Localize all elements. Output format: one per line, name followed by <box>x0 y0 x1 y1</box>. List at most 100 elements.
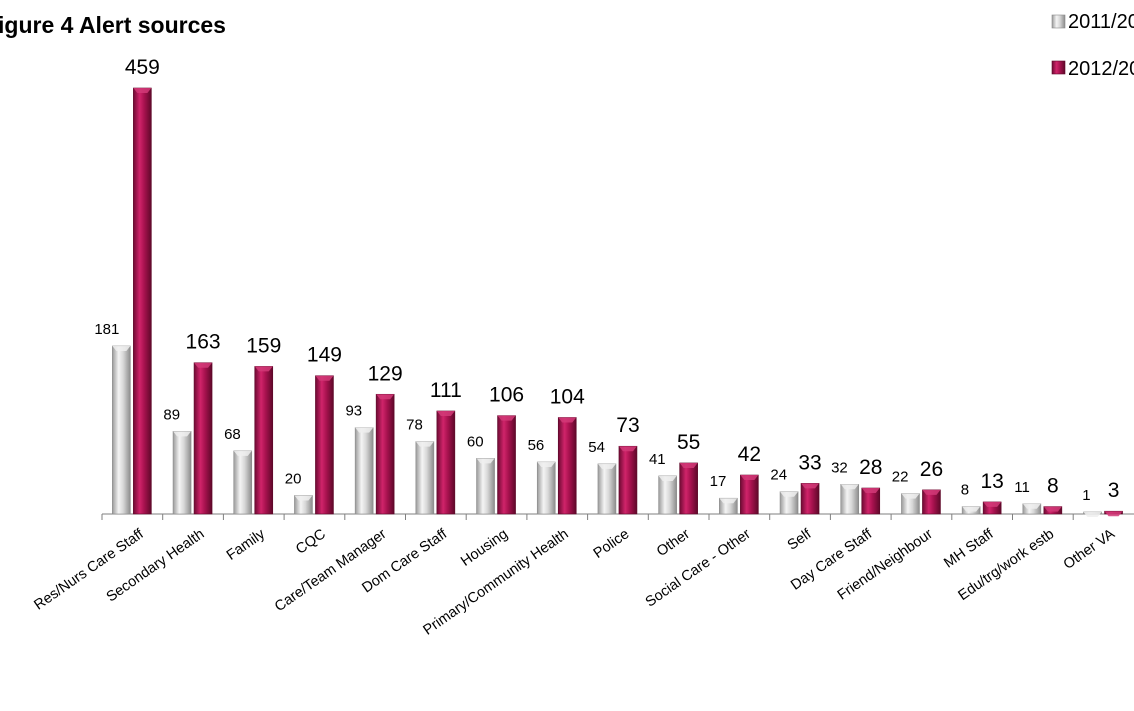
value-label-2012-2013-police: 73 <box>616 414 639 437</box>
value-label-2012-2013-edu-trg-work-estb: 8 <box>1047 475 1059 498</box>
value-label-2012-2013-housing: 106 <box>489 384 524 407</box>
value-label-2011-2012-other-va: 1 <box>1082 487 1090 504</box>
value-label-2011-2012-primary-community-health: 56 <box>528 437 545 454</box>
bar-2011-2012-other <box>658 475 677 515</box>
bar-cap-2012-2013-other <box>679 462 698 468</box>
legend: 2011/2012 2012/2013 <box>1051 11 1134 80</box>
category-label-self: Self <box>785 526 815 554</box>
bar-2011-2012-care-team-manager <box>354 427 374 515</box>
bar-2011-2012-police <box>597 463 617 515</box>
category-label-social-care-other: Social Care - Other <box>643 526 754 610</box>
value-label-2012-2013-care-team-manager: 129 <box>368 362 403 385</box>
value-label-2011-2012-self: 24 <box>770 467 787 484</box>
bar-2012-2013-housing <box>497 415 516 515</box>
value-label-2012-2013-primary-community-health: 104 <box>550 385 585 408</box>
value-label-2011-2012-family: 68 <box>224 426 241 443</box>
value-label-2011-2012-cqc: 20 <box>285 470 302 487</box>
bar-cap-2012-2013-police <box>618 446 637 452</box>
bar-cap-2012-2013-other-va <box>1104 511 1123 517</box>
legend-swatch-2012-2013 <box>1051 60 1066 75</box>
category-label-other-va: Other VA <box>1061 526 1118 573</box>
bar-cap-2011-2012-res-nurs-care-staff <box>112 346 131 352</box>
value-label-2011-2012-day-care-staff: 32 <box>831 459 848 476</box>
bar-cap-2012-2013-edu-trg-work-estb <box>1043 506 1062 512</box>
bar-cap-2011-2012-other-va <box>1083 512 1102 517</box>
bar-2012-2013-secondary-health <box>193 362 213 515</box>
value-label-2011-2012-housing: 60 <box>467 433 484 450</box>
value-label-2011-2012-other: 41 <box>649 451 666 468</box>
category-label-housing: Housing <box>458 526 511 570</box>
value-label-2011-2012-dom-care-staff: 78 <box>406 417 423 434</box>
value-label-2011-2012-friend-neighbour: 22 <box>892 469 909 486</box>
legend-label-2011-2012: 2011/2012 <box>1068 11 1134 33</box>
legend-label-2012-2013: 2012/2013 <box>1068 58 1134 80</box>
category-label-police: Police <box>591 526 633 562</box>
bar-cap-2011-2012-friend-neighbour <box>901 493 920 499</box>
bar-cap-2011-2012-other <box>658 475 677 481</box>
bar-cap-2012-2013-day-care-staff <box>861 488 880 494</box>
bar-cap-2012-2013-family <box>254 366 273 372</box>
category-label-cqc: CQC <box>293 526 329 558</box>
chart-title: igure 4 Alert sources <box>0 12 226 38</box>
bar-cap-2012-2013-housing <box>497 415 516 421</box>
value-label-2012-2013-self: 33 <box>798 451 821 474</box>
value-label-2011-2012-secondary-health: 89 <box>163 406 180 423</box>
bar-cap-2011-2012-family <box>233 450 252 456</box>
category-label-res-nurs-care-staff: Res/Nurs Care Staff <box>31 526 147 614</box>
bar-2012-2013-social-care-other <box>740 474 759 515</box>
bar-cap-2012-2013-cqc <box>315 375 334 381</box>
value-label-2012-2013-friend-neighbour: 26 <box>920 458 943 481</box>
value-label-2012-2013-other-va: 3 <box>1108 479 1120 502</box>
bar-2011-2012-dom-care-staff <box>415 441 435 515</box>
bar-cap-2012-2013-friend-neighbour <box>922 489 941 495</box>
bar-2011-2012-primary-community-health <box>536 461 556 515</box>
bar-2011-2012-secondary-health <box>172 431 192 515</box>
bar-2012-2013-police <box>618 445 638 515</box>
bar-cap-2012-2013-secondary-health <box>194 362 213 368</box>
bar-2011-2012-family <box>233 450 253 515</box>
category-label-other: Other <box>654 526 693 560</box>
bar-cap-2012-2013-self <box>801 483 820 489</box>
bar-2012-2013-cqc <box>315 375 334 515</box>
value-label-2011-2012-police: 54 <box>588 439 605 456</box>
bar-cap-2012-2013-care-team-manager <box>376 394 395 400</box>
bar-2011-2012-housing <box>476 458 495 515</box>
bar-cap-2011-2012-housing <box>476 458 495 464</box>
legend-swatch-2011-2012 <box>1051 14 1066 29</box>
value-label-2012-2013-mh-staff: 13 <box>980 470 1003 493</box>
bar-2011-2012-res-nurs-care-staff <box>112 345 131 515</box>
bar-cap-2011-2012-secondary-health <box>173 431 192 437</box>
bar-cap-2012-2013-primary-community-health <box>558 417 577 423</box>
bar-cap-2012-2013-res-nurs-care-staff <box>133 88 152 93</box>
bar-cap-2011-2012-cqc <box>294 495 313 501</box>
value-label-2011-2012-social-care-other: 17 <box>710 473 727 490</box>
bar-cap-2011-2012-day-care-staff <box>840 484 859 490</box>
value-label-2012-2013-res-nurs-care-staff: 459 <box>125 56 160 79</box>
bar-cap-2011-2012-social-care-other <box>719 498 738 504</box>
bar-2012-2013-care-team-manager <box>375 393 395 515</box>
value-label-2012-2013-day-care-staff: 28 <box>859 456 882 479</box>
bar-cap-2011-2012-mh-staff <box>962 506 981 512</box>
bar-cap-2011-2012-care-team-manager <box>355 427 374 433</box>
bar-cap-2011-2012-primary-community-health <box>537 462 556 468</box>
value-label-2012-2013-family: 159 <box>246 334 281 357</box>
value-label-2012-2013-other: 55 <box>677 431 700 454</box>
bar-cap-2011-2012-police <box>597 463 616 469</box>
bar-2012-2013-dom-care-staff <box>436 410 456 515</box>
bar-cap-2012-2013-dom-care-staff <box>436 410 455 416</box>
value-label-2012-2013-cqc: 149 <box>307 344 342 367</box>
bar-cap-2011-2012-dom-care-staff <box>415 441 434 447</box>
value-label-2011-2012-mh-staff: 8 <box>961 482 969 499</box>
category-label-mh-staff: MH Staff <box>941 526 997 572</box>
bar-2012-2013-family <box>254 366 274 515</box>
bar-2012-2013-primary-community-health <box>557 417 577 515</box>
value-label-2012-2013-secondary-health: 163 <box>186 331 221 354</box>
bar-2012-2013-other <box>679 462 698 515</box>
value-label-2011-2012-edu-trg-work-estb: 11 <box>1014 479 1030 496</box>
bar-cap-2012-2013-social-care-other <box>740 475 759 481</box>
category-label-family: Family <box>224 526 269 564</box>
category-label-care-team-manager: Care/Team Manager <box>272 526 390 615</box>
value-label-2012-2013-social-care-other: 42 <box>738 443 761 466</box>
